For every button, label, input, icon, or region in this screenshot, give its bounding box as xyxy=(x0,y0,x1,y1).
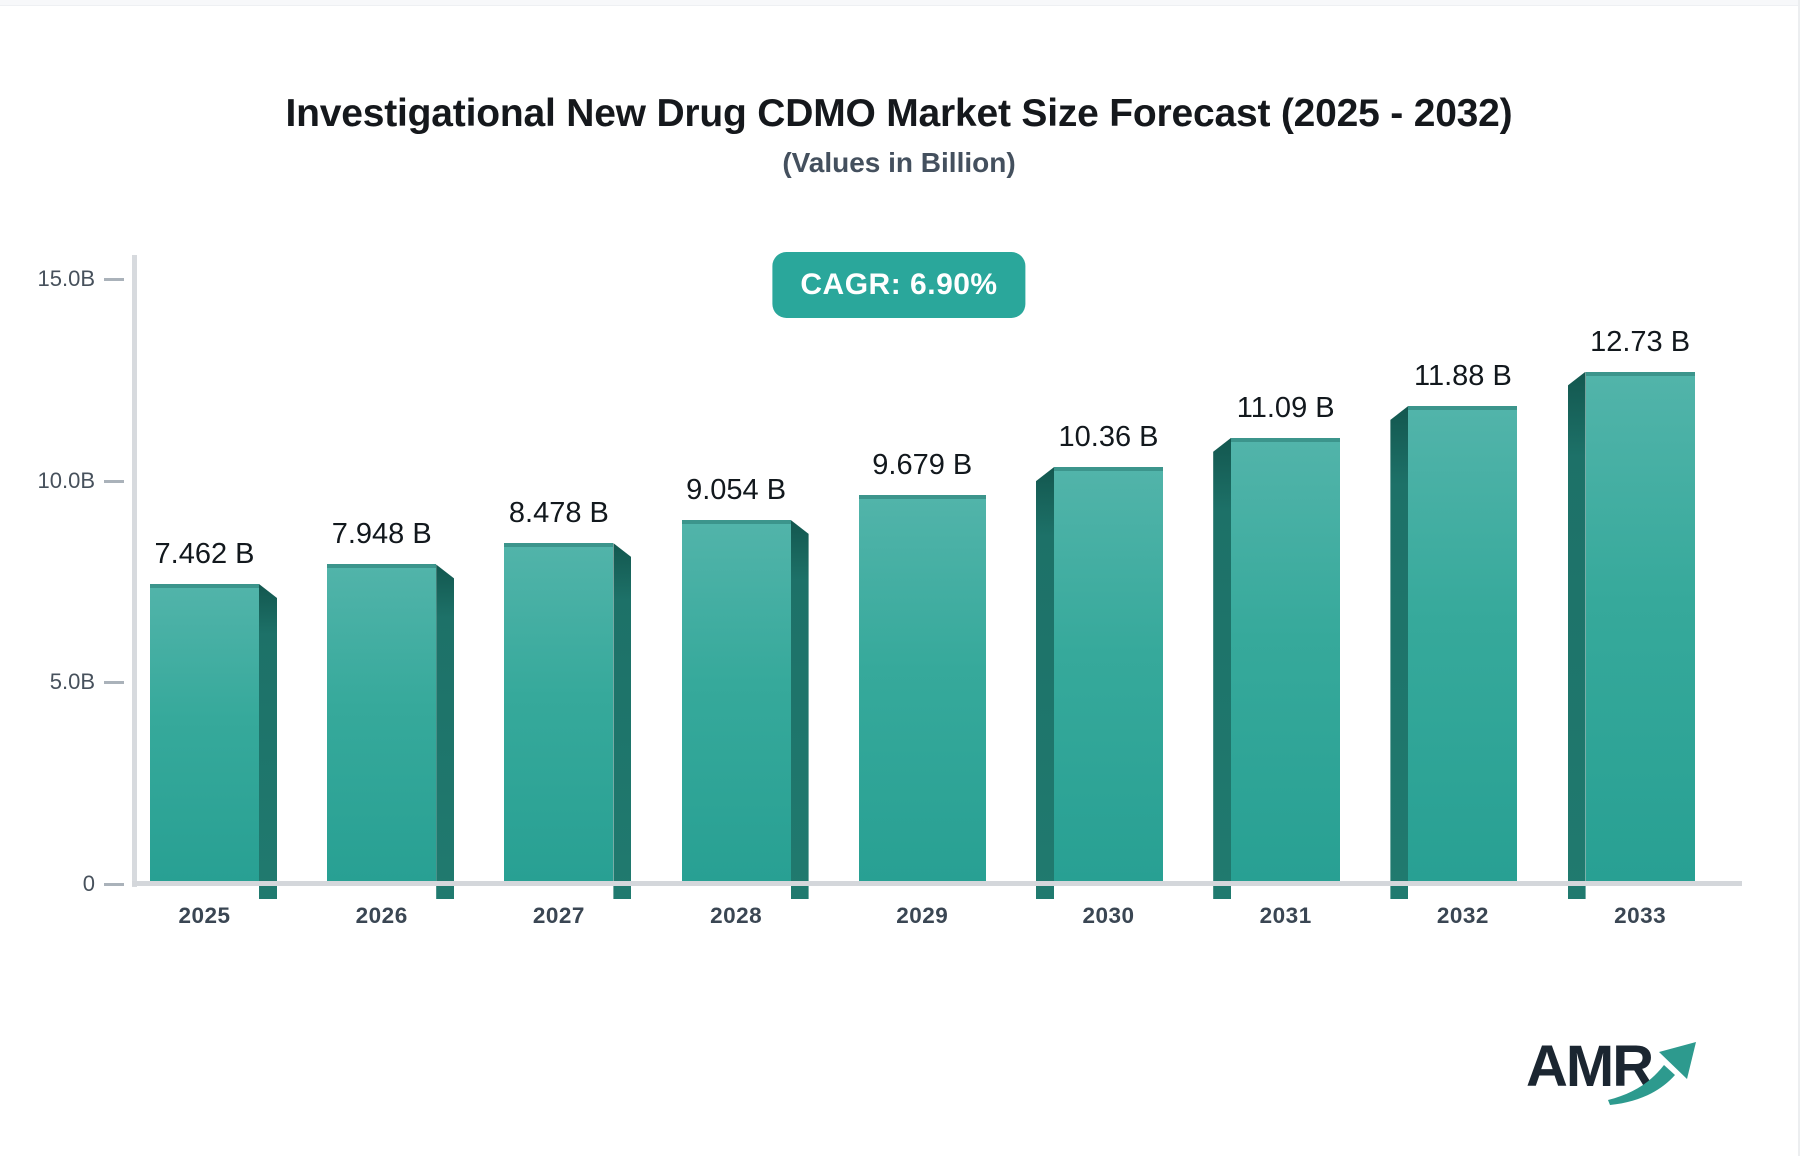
bar-value-label: 12.73 B xyxy=(1590,325,1691,358)
bar-side-2025 xyxy=(259,584,277,899)
chart-title: Investigational New Drug CDMO Market Siz… xyxy=(285,92,1513,135)
bar-value-label: 11.88 B xyxy=(1413,359,1512,392)
bar-value-label: 9.054 B xyxy=(686,473,787,506)
bar-side-2026 xyxy=(436,564,455,899)
x-axis-year-label: 2031 xyxy=(1259,903,1312,928)
y-axis-tick-label: 0 xyxy=(82,871,95,896)
x-axis-year-label: 2030 xyxy=(1082,903,1135,928)
bar-2029 xyxy=(858,494,986,883)
bar-side-2028 xyxy=(790,519,809,899)
x-axis-year-label: 2029 xyxy=(896,903,949,928)
y-axis-tick-mark xyxy=(104,278,124,282)
bar-2032 xyxy=(1408,405,1518,883)
bar-2026 xyxy=(327,564,437,883)
bar-value-label: 7.948 B xyxy=(331,518,432,551)
y-axis-tick-label: 10.0B xyxy=(37,467,96,493)
bar-value-label: 9.679 B xyxy=(872,448,973,481)
bar-value-label: 11.09 B xyxy=(1236,391,1335,424)
bar-side-2033 xyxy=(1567,371,1586,899)
bar-2028 xyxy=(681,519,791,883)
y-axis-tick-mark xyxy=(104,479,124,483)
amr-logo-text: AMR xyxy=(1526,1034,1653,1099)
amr-logo-arrow-swoosh xyxy=(1608,1065,1675,1105)
bar-value-label: 10.36 B xyxy=(1058,421,1159,454)
bar-2030 xyxy=(1054,467,1163,883)
x-axis-line xyxy=(132,881,1742,886)
bar-2033 xyxy=(1585,371,1695,883)
bar-side-2030 xyxy=(1036,467,1054,899)
bar-side-2027 xyxy=(613,543,632,899)
y-axis-tick-label: 5.0B xyxy=(49,669,95,695)
page-top-border xyxy=(0,0,1798,6)
bar-2027 xyxy=(504,543,614,883)
y-axis-line xyxy=(132,255,137,887)
x-axis-year-label: 2033 xyxy=(1614,903,1667,928)
x-axis-year-label: 2025 xyxy=(178,903,231,928)
amr-logo-arrow-head xyxy=(1659,1042,1696,1079)
x-axis-year-label: 2028 xyxy=(710,903,763,928)
bar-side-2032 xyxy=(1390,405,1409,899)
x-axis-year-label: 2027 xyxy=(532,903,585,928)
bar-side-2031 xyxy=(1213,437,1232,899)
bar-value-label: 8.478 B xyxy=(508,497,609,530)
amr-logo: AMR xyxy=(1526,1034,1696,1105)
x-axis-year-label: 2032 xyxy=(1436,903,1489,928)
cagr-badge: CAGR: 6.90% xyxy=(772,252,1026,318)
bar-2031 xyxy=(1231,437,1341,883)
bar-2025 xyxy=(150,584,259,883)
y-axis-tick-label: 15.0B xyxy=(37,266,96,292)
y-axis-tick-mark xyxy=(104,883,124,886)
bar-value-label: 7.462 B xyxy=(154,538,255,571)
x-axis-year-label: 2026 xyxy=(355,903,408,928)
chart-subtitle: (Values in Billion) xyxy=(782,147,1016,178)
y-axis-tick-mark xyxy=(104,681,124,685)
